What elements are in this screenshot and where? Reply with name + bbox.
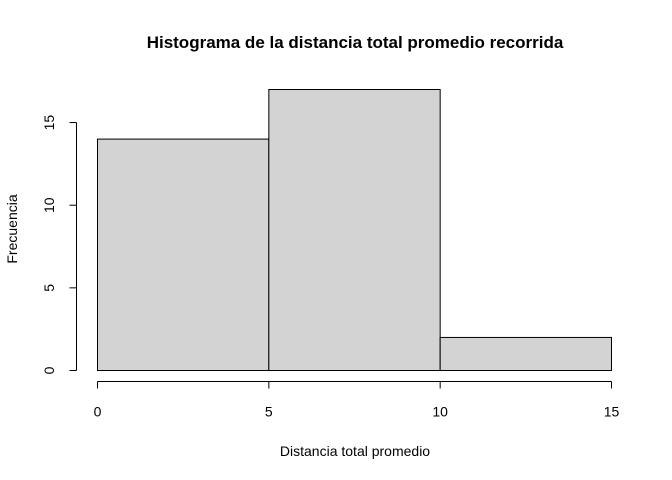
y-tick-label: 15 xyxy=(41,115,57,131)
x-tick-label: 0 xyxy=(94,404,102,420)
x-tick-label: 15 xyxy=(604,404,620,420)
y-tick-label: 0 xyxy=(41,366,57,374)
chart-title: Histograma de la distancia total promedi… xyxy=(147,33,564,52)
y-tick-label: 10 xyxy=(41,197,57,213)
y-axis-label: Frecuencia xyxy=(4,194,20,263)
x-tick-label: 10 xyxy=(432,404,448,420)
histogram-bar-2 xyxy=(268,89,441,371)
y-tick-label: 5 xyxy=(41,284,57,292)
bars-layer xyxy=(97,89,612,371)
x-tick-label: 5 xyxy=(265,404,273,420)
x-axis: 0 5 10 15 xyxy=(94,381,620,420)
histogram-bar-1 xyxy=(97,138,270,371)
y-axis: 0 5 10 15 xyxy=(41,115,77,374)
histogram-bar-3 xyxy=(439,336,612,371)
x-axis-label: Distancia total promedio xyxy=(280,443,430,459)
